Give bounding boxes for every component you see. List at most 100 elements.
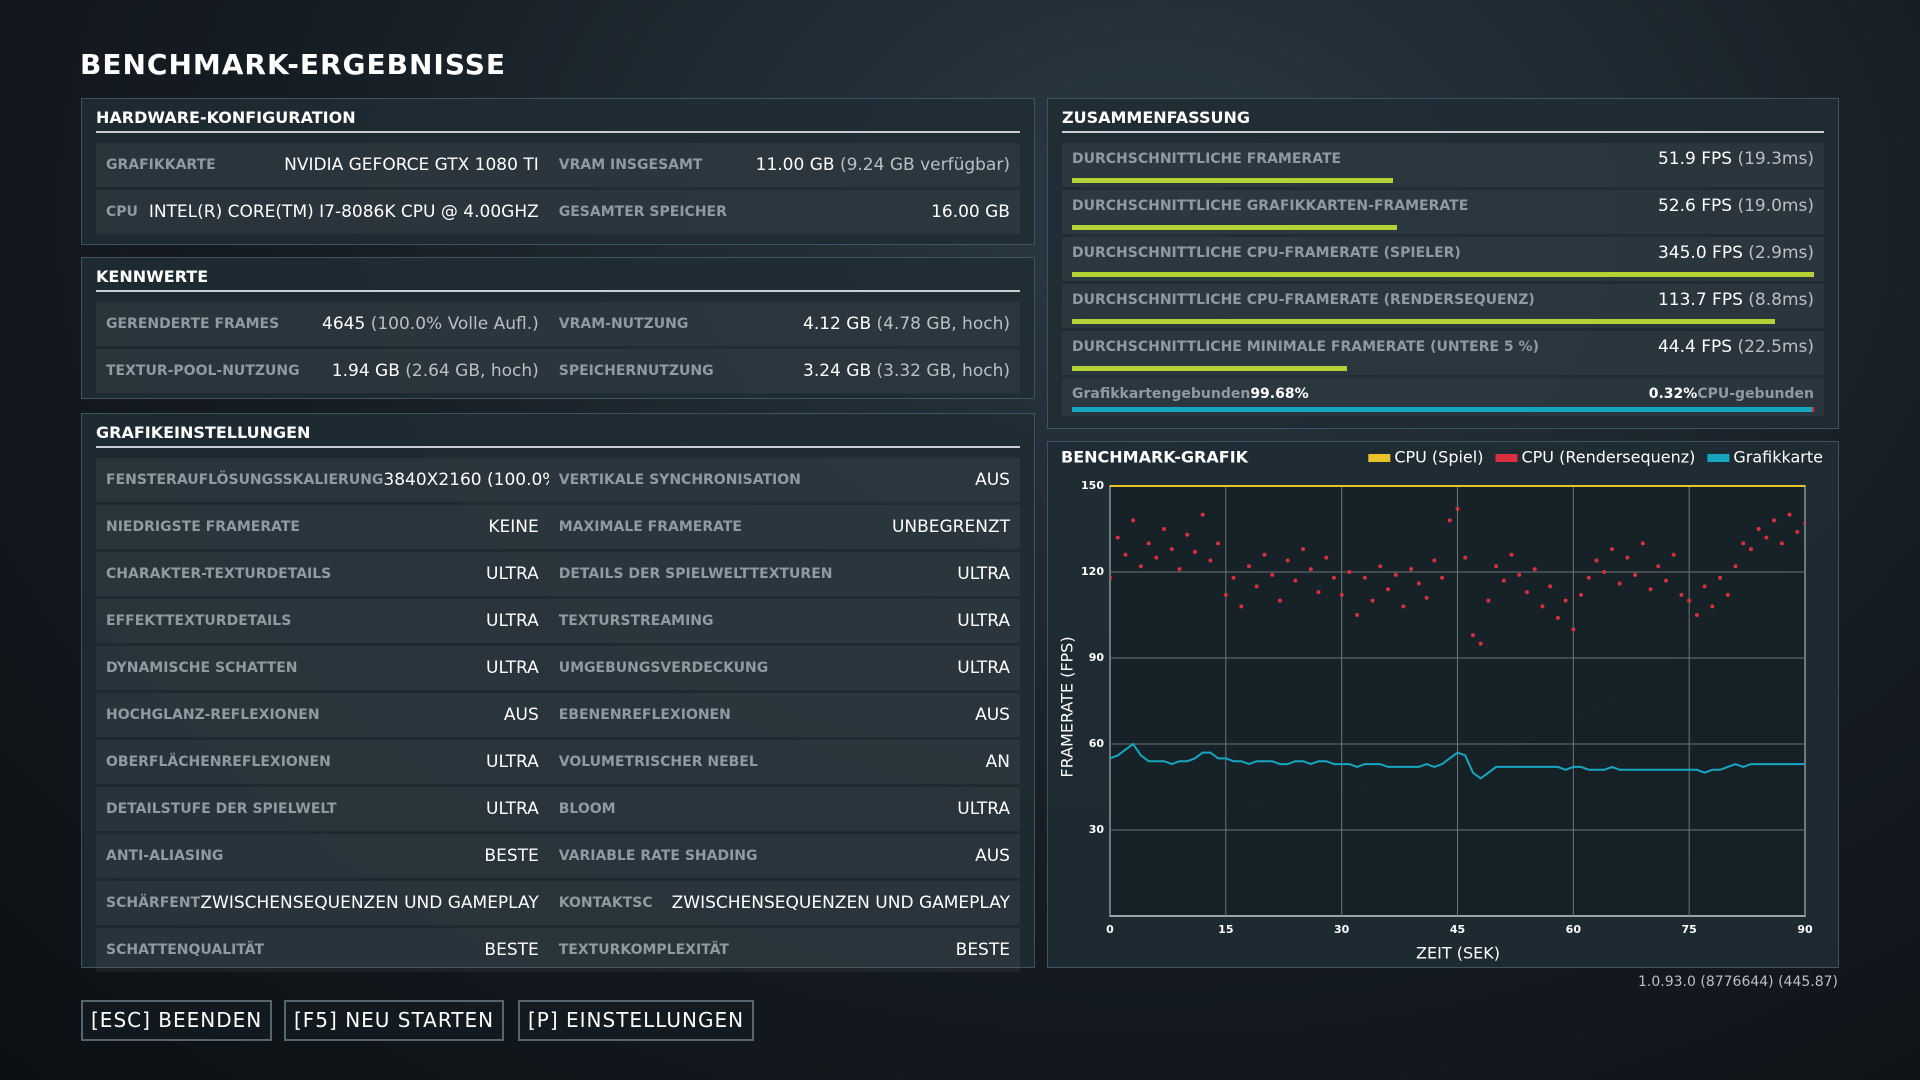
data-point [1733, 564, 1738, 569]
x-tick-label: 60 [1566, 923, 1582, 936]
data-point [1401, 604, 1406, 609]
value: 3.24 GB [803, 361, 872, 381]
panel-heading: ZUSAMMENFASSUNG [1062, 103, 1824, 133]
value-group: ULTRA [486, 752, 539, 772]
note: (3.32 GB, hoch) [876, 361, 1010, 381]
chart-panel: BENCHMARK-GRAFIK ZEIT (SEK) FRAMERATE (F… [1047, 441, 1839, 968]
data-point [1131, 518, 1136, 523]
label: BLOOM [558, 801, 616, 817]
bound-track [1072, 407, 1814, 412]
data-point [1424, 595, 1429, 600]
data-point [1532, 567, 1537, 572]
row: GERENDERTE FRAMES 4645 (100.0% Volle Aufl… [96, 302, 1020, 346]
data-point [1146, 541, 1151, 546]
value: ULTRA [486, 799, 539, 819]
data-point [1718, 575, 1723, 580]
data-point [1494, 564, 1499, 569]
label: VERTIKALE SYNCHRONISATION [558, 472, 801, 488]
cell: VRAM INSGESAMT 11.00 GB (9.24 GB verfügba… [549, 143, 1020, 187]
y-tick-label: 60 [1089, 737, 1105, 750]
value: NVIDIA GEFORCE GTX 1080 TI [284, 155, 539, 175]
label: DURCHSCHNITTLICHE CPU-FRAMERATE (SPIELER… [1072, 245, 1461, 261]
cell: VARIABLE RATE SHADING AUS [549, 834, 1020, 878]
cell: GERENDERTE FRAMES 4645 (100.0% Volle Aufl… [96, 302, 549, 346]
cell: HOCHGLANZ-REFLEXIONEN AUS [96, 693, 549, 737]
legend-label: CPU (Spiel) [1394, 448, 1483, 467]
value-group: 44.4 FPS (22.5ms) [1658, 337, 1814, 357]
value-group: AN [986, 752, 1010, 772]
value: ULTRA [957, 799, 1010, 819]
data-point [1525, 590, 1529, 595]
restart-button[interactable]: [F5] NEU STARTEN [284, 1000, 505, 1041]
legend-swatch [1707, 454, 1730, 462]
data-point [1679, 592, 1684, 597]
value-group: AUS [504, 705, 539, 725]
value: 113.7 FPS [1657, 290, 1743, 310]
note: (19.3ms) [1737, 149, 1814, 169]
value: AUS [975, 705, 1010, 725]
value-group: KEINE [488, 517, 538, 537]
data-point [1633, 572, 1638, 577]
label: KONTAKTSC [558, 895, 653, 911]
label: CPU [106, 204, 138, 220]
cell: BLOOM ULTRA [549, 787, 1020, 831]
cell: SCHATTENQUALITÄT BESTE [96, 928, 549, 972]
label: VARIABLE RATE SHADING [558, 848, 758, 864]
x-tick-label: 45 [1450, 923, 1465, 936]
quit-button[interactable]: [ESC] BEENDEN [81, 1000, 273, 1041]
cell: KONTAKTSC ZWISCHENSEQUENZEN UND GAMEPLAY [549, 881, 1020, 925]
row: OBERFLÄCHENREFLEXIONEN ULTRA VOLUMETRISCHE… [96, 740, 1020, 784]
data-point [1702, 584, 1707, 589]
legend-label: Grafikkarte [1733, 448, 1823, 467]
data-point [1231, 575, 1236, 580]
data-point [1463, 555, 1468, 560]
summary-row: DURCHSCHNITTLICHE CPU-FRAMERATE (SPIELER… [1062, 237, 1824, 281]
data-point [1779, 541, 1784, 546]
panel-heading: GRAFIKEINSTELLUNGEN [96, 418, 1020, 448]
chart-title: BENCHMARK-GRAFIK [1061, 448, 1249, 467]
x-axis-label: ZEIT (SEK) [1416, 944, 1500, 963]
row: DETAILSTUFE DER SPIELWELT ULTRA BLOOM ULTRA [96, 787, 1020, 831]
label: SPEICHERNUTZUNG [558, 363, 714, 379]
stats-panel: KENNWERTE GERENDERTE FRAMES 4645 (100.0% V… [81, 257, 1035, 399]
label: VRAM-NUTZUNG [558, 316, 689, 332]
data-point [1664, 578, 1668, 583]
value: KEINE [488, 517, 539, 537]
value-group: 4.12 GB (4.78 GB, hoch) [803, 314, 1010, 334]
data-point [1177, 567, 1182, 572]
value: 4645 [322, 314, 366, 334]
data-point [1687, 598, 1692, 603]
data-point [1308, 567, 1313, 572]
data-point [1609, 547, 1614, 552]
label: GERENDERTE FRAMES [106, 316, 280, 332]
data-point [1200, 512, 1205, 517]
data-point [1123, 552, 1128, 557]
bar-track [1072, 272, 1814, 277]
label: TEXTURSTREAMING [558, 613, 714, 629]
label: DYNAMISCHE SCHATTEN [106, 660, 298, 676]
data-point [1447, 518, 1452, 523]
bar [1072, 225, 1398, 230]
value-group: ZWISCHENSEQUENZEN UND GAMEPLAY [200, 893, 538, 913]
panel-heading: KENNWERTE [96, 262, 1020, 292]
data-point [1208, 558, 1213, 563]
y-tick-label: 30 [1089, 823, 1105, 836]
row: SCHÄRFENT ZWISCHENSEQUENZEN UND GAMEPLAY K… [96, 881, 1020, 925]
value: BESTE [484, 846, 539, 866]
value: 4.12 GB [803, 314, 872, 334]
value-group: 3840X2160 (100.0%) [383, 470, 548, 490]
cpu-bound-value: 0.32% [1648, 386, 1698, 402]
cell: NIEDRIGSTE FRAMERATE KEINE [96, 505, 549, 549]
data-point [1478, 641, 1483, 646]
data-point [1362, 575, 1367, 580]
bar [1072, 366, 1347, 371]
cell: GESAMTER SPEICHER 16.00 GB [549, 190, 1020, 234]
data-point [1432, 558, 1437, 563]
note: (100.0% Volle Aufl.) [370, 314, 539, 334]
bar-track [1072, 319, 1814, 324]
settings-button[interactable]: [P] EINSTELLUNGEN [518, 1000, 755, 1041]
data-point [1347, 570, 1352, 574]
value: 52.6 FPS [1657, 196, 1733, 216]
data-point [1301, 547, 1306, 552]
legend-swatch [1495, 454, 1518, 462]
